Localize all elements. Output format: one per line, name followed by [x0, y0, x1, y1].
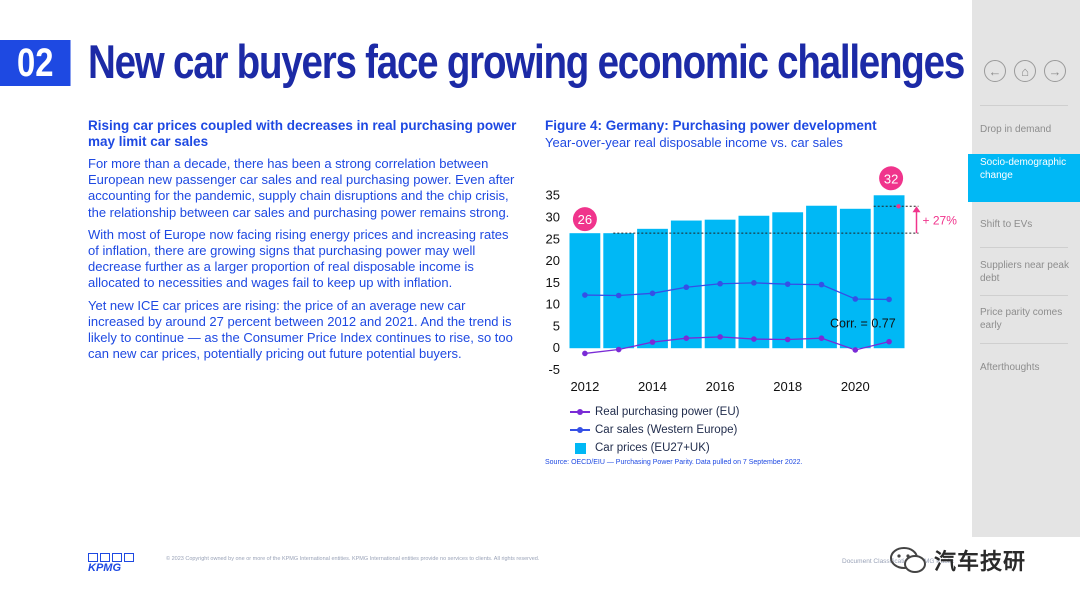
- lead-heading: Rising car prices coupled with decreases…: [88, 118, 517, 149]
- change-arrow-head: [912, 206, 921, 213]
- point-series-0: [818, 335, 825, 341]
- nav-arrows: ← ⌂ →: [984, 60, 1066, 82]
- bar-car-prices: [569, 233, 601, 349]
- legend-label: Real purchasing power (EU): [595, 406, 740, 418]
- paragraph-1: For more than a decade, there has been a…: [88, 156, 515, 220]
- series-line-0: [584, 336, 890, 355]
- bar-car-prices: [637, 228, 668, 349]
- bar-car-prices: [772, 212, 804, 349]
- bar-car-prices: [603, 233, 635, 349]
- sidebar-item-afterthoughts[interactable]: Afterthoughts: [980, 362, 1040, 373]
- paragraph-3: Yet new ICE car prices are rising: the p…: [88, 297, 513, 362]
- nav-divider: [980, 247, 1068, 248]
- x-tick-label: 2014: [638, 379, 667, 394]
- start-value-badge-text: 26: [578, 212, 592, 227]
- x-tick-label: 2018: [773, 379, 802, 394]
- nav-divider: [980, 105, 1068, 106]
- document-classification: Document Classification: KPMG Public: [842, 558, 954, 565]
- x-tick-label: 2012: [570, 379, 599, 394]
- nav-divider: [980, 295, 1068, 296]
- chart-legend: Real purchasing power (EU) Car sales (We…: [570, 403, 739, 457]
- end-value-badge: [879, 166, 904, 191]
- x-tick-label: 2016: [706, 379, 735, 394]
- point-series-0: [582, 350, 588, 357]
- watermark-text: 汽车技研: [934, 549, 1027, 574]
- bar-car-prices: [670, 220, 702, 349]
- nav-divider: [980, 343, 1068, 344]
- point-series-1: [649, 290, 656, 297]
- sidebar-item-price-parity-comes-early[interactable]: Price parity comes early: [980, 307, 1063, 331]
- figure-title: Figure 4: Germany: Purchasing power deve…: [545, 118, 877, 133]
- legend-label: Car sales (Western Europe): [595, 424, 738, 436]
- end-value-badge-text: 32: [884, 171, 898, 186]
- legend-item-car-prices: Car prices (EU27+UK): [570, 439, 739, 457]
- home-icon[interactable]: ⌂: [1014, 60, 1036, 82]
- change-label: + 27%: [923, 214, 958, 228]
- point-series-1: [751, 280, 757, 286]
- watermark: 汽车技研: [888, 544, 1026, 576]
- left-text-column: Rising car prices coupled with decreases…: [88, 118, 520, 368]
- y-tick-label: 30: [546, 210, 560, 225]
- series-line-1: [584, 282, 890, 301]
- y-tick-label: 15: [546, 275, 560, 290]
- sidebar-item-shift-to-evs[interactable]: Shift to EVs: [980, 219, 1033, 230]
- y-tick-label: 10: [546, 297, 560, 312]
- arrow-left-icon[interactable]: ←: [984, 60, 1006, 82]
- bar-car-prices: [806, 205, 837, 349]
- y-tick-label: 25: [546, 231, 560, 246]
- paragraph-2: With most of Europe now facing rising en…: [88, 226, 509, 291]
- point-series-1: [582, 292, 588, 298]
- point-series-0: [683, 335, 690, 341]
- kpmg-logo: KPMG: [88, 553, 136, 575]
- correlation-label: Corr. = 0.77: [830, 317, 896, 331]
- point-series-1: [717, 280, 723, 287]
- purchasing-power-chart: 35 30 25 20 15 10 5 0 -5 2012 2014 2016 2018 2020 26…: [546, 166, 958, 394]
- arrow-right-icon[interactable]: →: [1044, 60, 1066, 82]
- section-number-badge: 02: [0, 40, 71, 86]
- legend-item-car-sales: Car sales (Western Europe): [570, 421, 739, 439]
- page-title: New car buyers face growing economic cha…: [88, 35, 965, 88]
- y-tick-label: 5: [553, 318, 560, 333]
- legend-item-purchasing-power: Real purchasing power (EU): [570, 403, 739, 421]
- point-series-0: [751, 336, 757, 342]
- point-series-1: [886, 296, 892, 303]
- sidebar-item-suppliers-near-peak-debt[interactable]: Suppliers near peak debt: [980, 260, 1069, 284]
- sidebar: [972, 0, 1080, 537]
- bar-car-prices: [839, 208, 871, 349]
- footer-legal-text: © 2023 Copyright owned by one or more of…: [166, 556, 540, 562]
- point-series-0: [852, 347, 859, 353]
- bar-car-prices: [873, 195, 905, 349]
- legend-swatch-blue: [570, 427, 590, 433]
- figure-subtitle: Year-over-year real disposable income vs…: [545, 135, 843, 150]
- legend-label: Car prices (EU27+UK): [595, 442, 710, 454]
- point-series-0: [649, 339, 656, 345]
- point-series-1: [683, 284, 690, 291]
- point-series-0: [784, 336, 791, 343]
- y-tick-label: 20: [546, 253, 560, 268]
- y-tick-label: -5: [548, 362, 560, 377]
- change-marker-dot: [896, 204, 901, 209]
- sidebar-item-drop-in-demand[interactable]: Drop in demand: [980, 124, 1052, 135]
- point-series-1: [615, 292, 622, 299]
- point-series-0: [717, 334, 723, 340]
- y-tick-label: 0: [553, 340, 560, 355]
- wechat-icon: [890, 547, 926, 573]
- legend-swatch-cyan: [574, 442, 586, 454]
- point-series-0: [615, 346, 622, 353]
- sidebar-item-socio-demographic-change[interactable]: Socio-demographic change: [968, 154, 1080, 202]
- legend-swatch-purple: [570, 409, 590, 415]
- point-series-0: [886, 338, 892, 345]
- figure-source: Source: OECD/EIU — Purchasing Power Pari…: [545, 459, 803, 466]
- x-tick-label: 2020: [841, 379, 870, 394]
- point-series-1: [818, 281, 825, 288]
- y-tick-label: 35: [546, 188, 560, 203]
- start-value-badge: [572, 207, 597, 232]
- point-series-1: [784, 281, 791, 287]
- point-series-1: [852, 296, 859, 302]
